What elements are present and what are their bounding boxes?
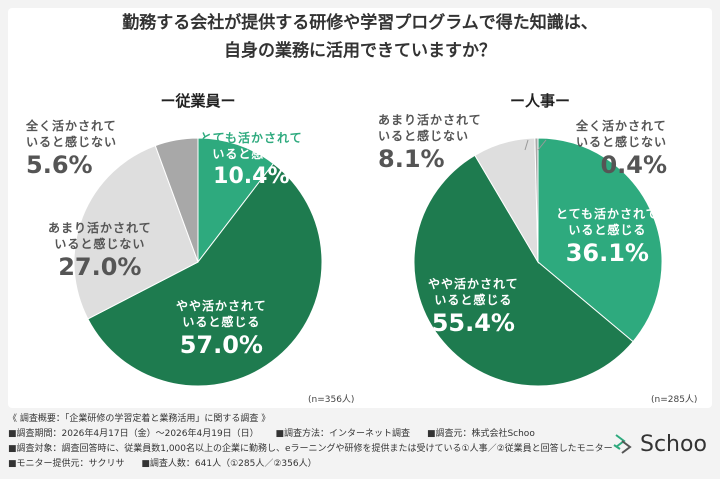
logo-text: Schoo xyxy=(640,432,707,457)
pie2-sample-size: (n=285人) xyxy=(651,395,698,405)
footer-line2: ■調査期間：2026年4月17日（金）〜2026年4月19日（日） ■調査方法：… xyxy=(8,427,608,442)
pie1-slice-2 xyxy=(73,144,199,320)
pie2-label-slice3: 全く活かされて いると感じない 0.4% xyxy=(576,119,668,179)
pie1-slice-1 xyxy=(87,162,323,387)
footer-line4: ■モニター提供元：サクリサ ■調査人数：641人（①285人／②356人） xyxy=(8,457,608,472)
pie2-slices xyxy=(413,137,663,387)
pie2-slice-3 xyxy=(534,137,539,263)
pie1-slice-0 xyxy=(197,137,275,264)
pie1-slice-3 xyxy=(154,137,199,263)
leader-line-0 xyxy=(524,139,529,151)
pie1-label-slice0: とても活かされて いると感じる 10.4% xyxy=(200,131,303,189)
schoo-logo-icon xyxy=(613,433,632,454)
footer-line1: 《 調査概要：「企業研修の学習定着と業務活用」に関する調査 》 xyxy=(8,414,271,424)
footer-source: ■調査元：株式会社Schoo xyxy=(426,429,535,439)
pie1-label-slice1: やや活かされて いると感じる 57.0% xyxy=(176,299,267,359)
pie2-slice-1 xyxy=(413,154,634,387)
chart-title-line2: 自身の業務に活用できていますか？ xyxy=(224,41,496,61)
schoo-logo: Schoo xyxy=(612,432,707,457)
pie2-label-slice2: あまり活かされて いると感じない 8.1% xyxy=(378,113,482,173)
footer-provider: ■モニター提供元：サクリサ xyxy=(8,459,125,469)
footer-method: ■調査方法：インターネット調査 xyxy=(275,429,411,439)
pie1-slices xyxy=(73,137,323,387)
leader-lines xyxy=(524,139,547,151)
footer-line3: ■調査対象：調査回答時に、従業員数1,000名以上の企業に勤務し、eラーニングや… xyxy=(8,444,613,454)
pie1-label-slice2: あまり活かされて いると感じない 27.0% xyxy=(48,221,152,281)
pie1-sample-size: (n=356人) xyxy=(308,395,355,405)
pie2-slice-0 xyxy=(537,137,663,343)
chart-title-line1: 勤務する会社が提供する研修や学習プログラムで得た知識は、 xyxy=(122,13,598,33)
pie1-title: ー従業員ー xyxy=(160,92,236,110)
pie1-label-slice3: 全く活かされて いると感じない 5.6% xyxy=(26,119,118,179)
pie2-label-slice1: やや活かされて いると感じる 55.4% xyxy=(428,277,519,337)
leader-line-1 xyxy=(537,139,547,151)
pie2-title: ー人事ー xyxy=(509,92,570,110)
pie2-label-slice0: とても活かされて いると感じる 36.1% xyxy=(556,207,659,267)
survey-footer: 《 調査概要：「企業研修の学習定着と業務活用」に関する調査 》 ■調査期間：20… xyxy=(8,412,613,472)
footer-period: ■調査期間：2026年4月17日（金）〜2026年4月19日（日） xyxy=(8,429,259,439)
footer-count: ■調査人数：641人（①285人／②356人） xyxy=(141,459,317,469)
